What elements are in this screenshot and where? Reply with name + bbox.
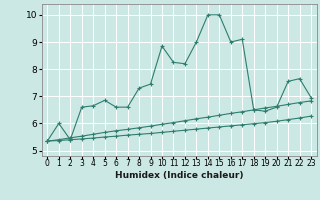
- X-axis label: Humidex (Indice chaleur): Humidex (Indice chaleur): [115, 171, 244, 180]
